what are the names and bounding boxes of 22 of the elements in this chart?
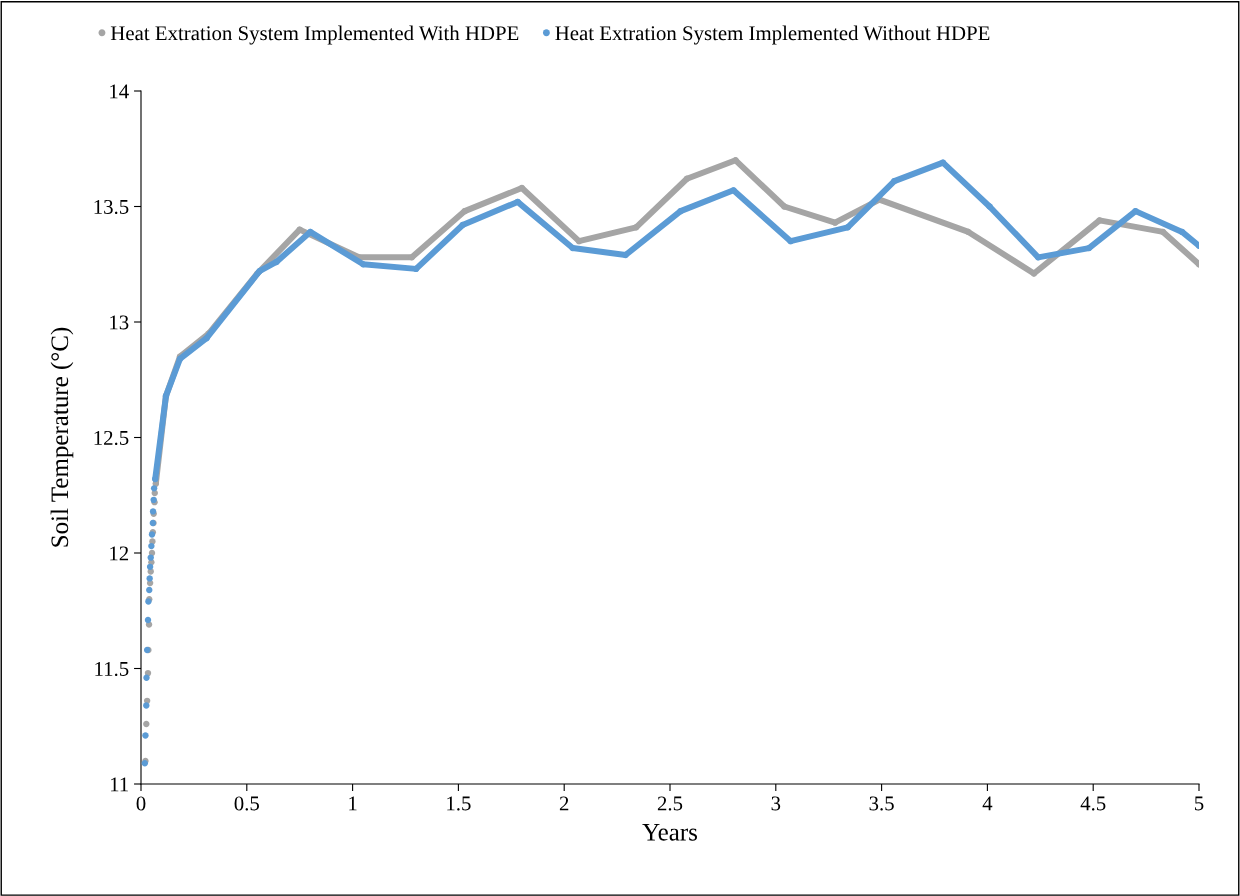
x-tick-label: 1 [349,796,357,811]
x-tick-label: 3 [771,796,781,811]
y-tick-label: 12.5 [94,430,129,446]
y-axis-title: Soil Temperature (°C) [50,327,74,547]
y-tick-label: 11 [110,777,128,792]
x-tick-label: 0.5 [234,796,260,811]
y-tick-label: 11.5 [95,661,129,677]
x-tick-label: 4.5 [1080,796,1106,811]
legend-label: Heat Extration System Implemented Without HDPE [555,25,990,45]
x-tick-label: 2 [559,796,569,811]
y-tick-label: 13 [110,315,129,330]
y-tick-label: 14 [110,84,129,99]
y-tick-label: 12 [110,546,129,561]
x-axis-title: Years [642,824,697,841]
legend-label: Heat Extration System Implemented With HDPE [110,25,519,45]
x-tick-label: 0 [136,796,146,811]
x-tick-label: 4 [982,796,993,811]
x-tick-label: 5 [1195,796,1204,811]
x-tick-label: 3.5 [869,796,894,811]
y-tick-label: 13.5 [94,199,129,215]
x-tick-label: 1.5 [447,796,471,811]
x-tick-label: 2.5 [657,796,683,811]
